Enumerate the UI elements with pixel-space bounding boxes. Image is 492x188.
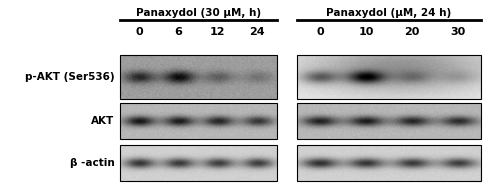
Text: 10: 10 <box>358 27 373 37</box>
Bar <box>120 145 277 181</box>
Text: β -actin: β -actin <box>70 158 115 168</box>
Text: AKT: AKT <box>92 116 115 126</box>
Text: p-AKT (Ser536): p-AKT (Ser536) <box>25 72 115 82</box>
Text: 0: 0 <box>135 27 143 37</box>
Text: 0: 0 <box>316 27 324 37</box>
Text: Panaxydol (30 μM, h): Panaxydol (30 μM, h) <box>136 8 261 18</box>
Bar <box>297 103 481 139</box>
Text: 30: 30 <box>450 27 465 37</box>
Bar <box>297 145 481 181</box>
Text: Panaxydol (μM, 24 h): Panaxydol (μM, 24 h) <box>326 8 452 18</box>
Text: 6: 6 <box>175 27 183 37</box>
Bar <box>120 103 277 139</box>
Bar <box>297 55 481 99</box>
Bar <box>120 55 277 99</box>
Text: 12: 12 <box>210 27 226 37</box>
Text: 20: 20 <box>404 27 420 37</box>
Text: 24: 24 <box>249 27 265 37</box>
